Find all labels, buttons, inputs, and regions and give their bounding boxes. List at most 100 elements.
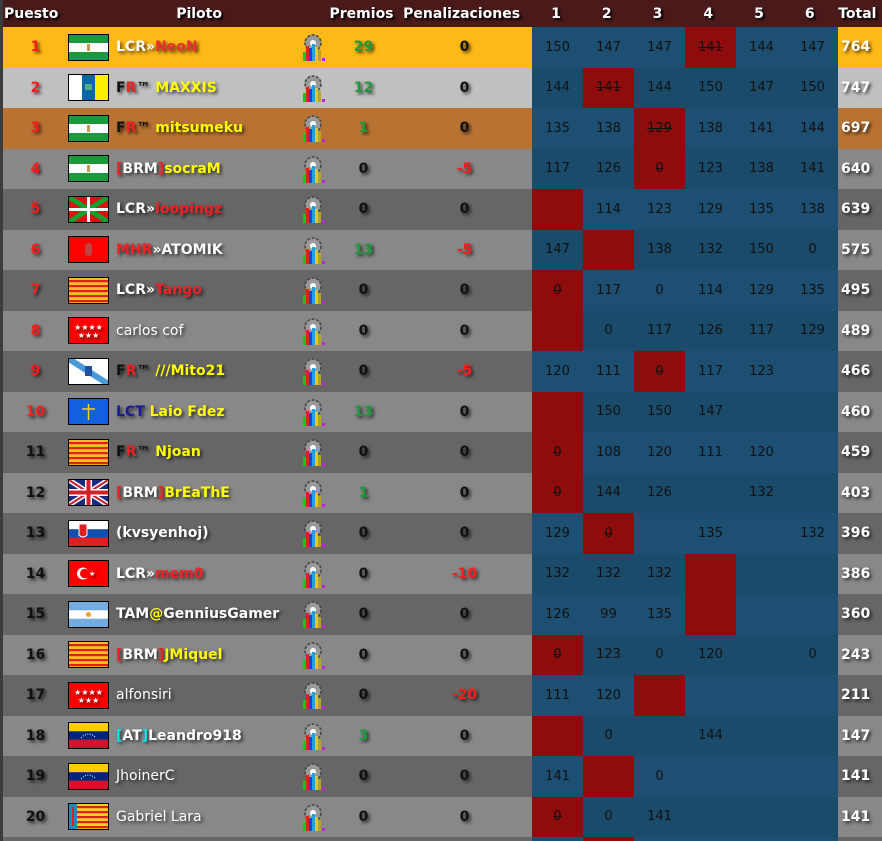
stats-link[interactable] <box>296 802 330 832</box>
driver-name[interactable]: (kvsyenhoj) <box>116 525 296 541</box>
name-part: ™ <box>136 444 156 461</box>
driver-name[interactable]: LCR»mem0 <box>116 566 296 582</box>
driver-name[interactable]: TAM@GenniusGamer <box>116 606 296 622</box>
flag-andalucia-icon <box>68 155 109 183</box>
header-total: Total <box>838 5 877 22</box>
stats-link[interactable] <box>296 721 330 751</box>
driver-stats-icon[interactable] <box>301 478 325 508</box>
stats-link[interactable] <box>296 397 330 427</box>
flag-uk-icon <box>68 479 109 507</box>
stats-link[interactable] <box>296 356 330 386</box>
race-4-score: 147 <box>685 391 736 432</box>
flag-madrid-icon: ★★★★★★★ <box>68 317 109 345</box>
driver-name[interactable]: FR™ Njoan <box>116 444 296 460</box>
driver-name[interactable]: LCT Laio Fdez <box>116 404 296 420</box>
driver-name[interactable]: LCR»loopingz <box>116 201 296 217</box>
driver-name[interactable]: alfonsiri <box>116 687 296 703</box>
driver-name[interactable]: [AT]Leandro918 <box>116 728 296 744</box>
driver-stats-icon[interactable] <box>301 559 325 589</box>
name-part: LCR <box>116 565 146 582</box>
race-6-score: 0 <box>787 229 838 270</box>
stats-link[interactable] <box>296 32 330 62</box>
stats-link[interactable] <box>296 316 330 346</box>
driver-stats-icon[interactable] <box>301 680 325 710</box>
stats-link[interactable] <box>296 235 330 265</box>
driver-name[interactable]: LCR»NeoN <box>116 39 296 55</box>
stats-link[interactable] <box>296 559 330 589</box>
race-1-score: 144 <box>532 67 583 108</box>
stats-link[interactable] <box>296 478 330 508</box>
stats-link[interactable] <box>296 73 330 103</box>
driver-name[interactable]: carlos cof <box>116 323 296 339</box>
driver-stats-icon[interactable] <box>301 437 325 467</box>
position: 1 <box>30 39 41 56</box>
race-3-score: 141 <box>634 796 685 837</box>
driver-name[interactable]: [BRM]socraM <box>116 161 296 177</box>
driver-stats-icon[interactable] <box>301 275 325 305</box>
driver-name[interactable]: LCR»Tango <box>116 282 296 298</box>
total-value: 396 <box>841 525 871 542</box>
stats-link[interactable] <box>296 761 330 791</box>
driver-stats-icon[interactable] <box>301 32 325 62</box>
total-value: 575 <box>841 241 871 258</box>
stats-link[interactable] <box>296 154 330 184</box>
driver-name[interactable]: MHR»ATOMIK <box>116 242 296 258</box>
total-value: 243 <box>841 646 871 663</box>
race-5-score: 129 <box>736 270 787 311</box>
table-row: 5 LCR»loopingz 0 0 114 123 129 135 138 639 <box>3 189 882 230</box>
stats-link[interactable] <box>296 194 330 224</box>
race-5-score <box>736 553 787 594</box>
driver-stats-icon[interactable] <box>301 518 325 548</box>
driver-name[interactable]: FR™ ///Mito21 <box>116 363 296 379</box>
name-part: BRM <box>122 484 158 501</box>
penalizaciones-value: -5 <box>456 241 473 258</box>
premios-value: 0 <box>358 687 369 704</box>
driver-stats-icon[interactable] <box>301 194 325 224</box>
stats-link[interactable] <box>296 113 330 143</box>
driver-name[interactable]: Gabriel Lara <box>116 809 296 825</box>
stats-link[interactable] <box>296 275 330 305</box>
race-5-score <box>736 756 787 797</box>
name-part: ] <box>157 484 165 501</box>
driver-stats-icon[interactable] <box>301 761 325 791</box>
driver-stats-icon[interactable] <box>301 356 325 386</box>
race-2-score: 120 <box>583 675 634 716</box>
table-row: 11 FR™ Njoan 0 0 0 108 120 111 120 459 <box>3 432 882 473</box>
driver-stats-icon[interactable] <box>301 235 325 265</box>
race-6-score <box>787 756 838 797</box>
race-3-score: 126 <box>634 472 685 513</box>
driver-name[interactable]: FR™ mitsumeku <box>116 120 296 136</box>
driver-name[interactable]: JhoinerC <box>116 768 296 784</box>
header-piloto: Piloto <box>176 5 222 22</box>
driver-stats-icon[interactable] <box>301 397 325 427</box>
driver-name[interactable]: [BRM]JMiquel <box>116 647 296 663</box>
total-value: 141 <box>841 768 871 785</box>
stats-link[interactable] <box>296 518 330 548</box>
race-4-score: 144 <box>685 715 736 756</box>
driver-name[interactable]: [BRM]BrEaThE <box>116 485 296 501</box>
position: 11 <box>25 444 46 461</box>
penalizaciones-value: -20 <box>451 687 478 704</box>
table-row: 9 FR™ ///Mito21 0 -5 120 111 0 117 123 466 <box>3 351 882 392</box>
position: 14 <box>25 565 46 582</box>
driver-stats-icon[interactable] <box>301 154 325 184</box>
driver-stats-icon[interactable] <box>301 73 325 103</box>
driver-stats-icon[interactable] <box>301 599 325 629</box>
driver-stats-icon[interactable] <box>301 802 325 832</box>
driver-stats-icon[interactable] <box>301 316 325 346</box>
driver-stats-icon[interactable] <box>301 640 325 670</box>
flag-cell <box>68 479 116 507</box>
header-race-5: 5 <box>754 5 764 22</box>
driver-stats-icon[interactable] <box>301 113 325 143</box>
table-row: 18 [AT]Leandro918 3 0 0 144 147 <box>3 715 882 756</box>
driver-stats-icon[interactable] <box>301 721 325 751</box>
premios-value: 0 <box>358 201 369 218</box>
name-part: F <box>116 120 126 137</box>
stats-link[interactable] <box>296 680 330 710</box>
name-part: » <box>145 282 156 299</box>
driver-name[interactable]: FR™ MAXXIS <box>116 80 296 96</box>
stats-link[interactable] <box>296 599 330 629</box>
flag-madrid-icon: ★★★★★★★ <box>68 681 109 709</box>
stats-link[interactable] <box>296 640 330 670</box>
stats-link[interactable] <box>296 437 330 467</box>
